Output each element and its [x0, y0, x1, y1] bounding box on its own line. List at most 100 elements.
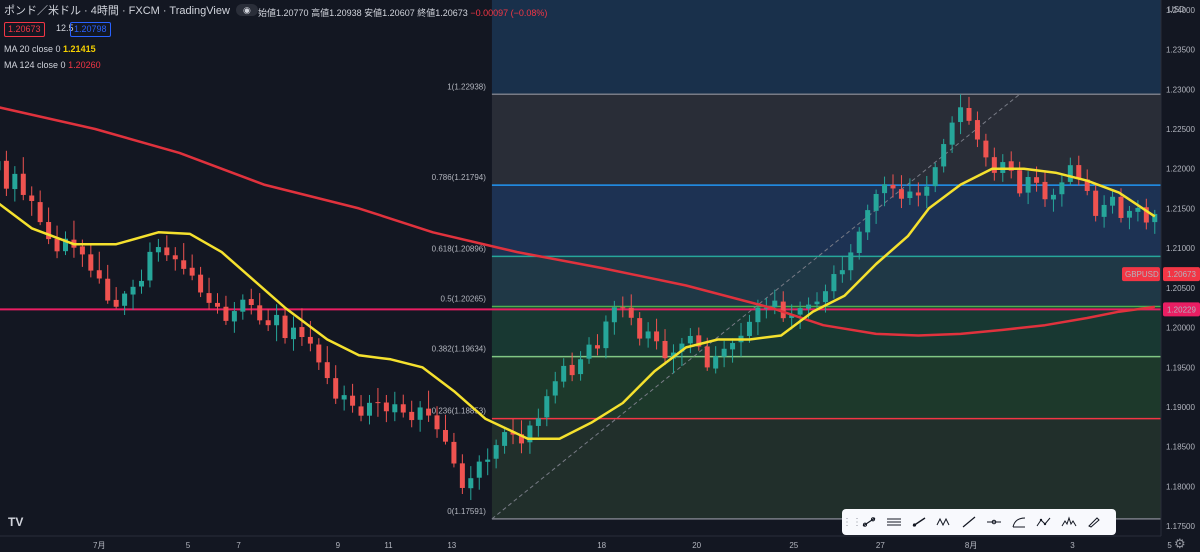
- ma124-label: MA 124 close 0: [4, 60, 66, 70]
- candle-body: [80, 246, 85, 254]
- fib-zone: [492, 94, 1161, 185]
- candle-body: [561, 366, 566, 382]
- candle-body: [114, 300, 119, 307]
- eye-icon[interactable]: ◉: [236, 4, 258, 16]
- low-value: 1.20607: [382, 8, 415, 18]
- sell-quote-button[interactable]: 1.20673: [4, 22, 45, 37]
- candle-body: [1093, 191, 1098, 216]
- candle-body: [384, 403, 389, 412]
- candle-body: [553, 381, 558, 395]
- fib-level-label: 0.786(1.21794): [432, 173, 487, 182]
- trend-line-icon[interactable]: [856, 511, 881, 533]
- y-tick-label: 1.19500: [1166, 363, 1195, 372]
- ma124-value: 1.20260: [68, 60, 101, 70]
- candle-body: [181, 260, 186, 269]
- head-shoulders-icon[interactable]: [1056, 511, 1081, 533]
- candle-body: [494, 445, 499, 459]
- candle-body: [1043, 182, 1048, 199]
- y-tick-label: 1.20000: [1166, 324, 1195, 333]
- x-tick-label: 5: [186, 541, 191, 550]
- candle-body: [967, 108, 972, 121]
- candle-body: [215, 303, 220, 307]
- candle-body: [105, 279, 110, 301]
- fib-zone: [492, 307, 1161, 357]
- candle-body: [705, 346, 710, 367]
- candle-body: [451, 442, 456, 464]
- candle-body: [941, 144, 946, 166]
- candle-body: [283, 316, 288, 338]
- drag-handle-icon[interactable]: ⋮⋮: [842, 517, 856, 528]
- candle-body: [806, 305, 811, 309]
- candle-body: [240, 300, 245, 312]
- candle-body: [299, 327, 304, 337]
- ma124-legend[interactable]: MA 124 close 0 1.20260: [4, 60, 101, 70]
- candle-body: [257, 305, 262, 320]
- candle-body: [401, 404, 406, 412]
- candle-body: [375, 402, 380, 403]
- pattern-icon[interactable]: [931, 511, 956, 533]
- candle-body: [620, 307, 625, 308]
- candle-body: [587, 345, 592, 359]
- y-tick-label: 1.17500: [1166, 522, 1195, 531]
- candle-body: [831, 274, 836, 291]
- candle-body: [485, 460, 490, 462]
- buy-quote-button[interactable]: 1.20798: [70, 22, 111, 37]
- candle-body: [1068, 165, 1073, 182]
- candle-body: [249, 299, 254, 305]
- candle-body: [570, 365, 575, 375]
- change-value: −0.00097 (−0.08%): [470, 8, 547, 18]
- candle-body: [840, 270, 845, 274]
- candle-body: [468, 478, 473, 488]
- y-tick-label: 1.19000: [1166, 403, 1195, 412]
- candle-body: [88, 254, 93, 270]
- candle-body: [131, 287, 136, 295]
- candle-body: [1127, 211, 1132, 218]
- candle-body: [164, 247, 169, 255]
- candle-body: [173, 255, 178, 259]
- y-tick-label: 1.20500: [1166, 284, 1195, 293]
- candle-body: [688, 336, 693, 343]
- ray-icon[interactable]: [906, 511, 931, 533]
- zigzag-icon[interactable]: [1031, 511, 1056, 533]
- fib-level-label: 0.382(1.19634): [432, 345, 487, 354]
- high-value: 1.20938: [329, 8, 362, 18]
- candle-body: [933, 167, 938, 186]
- parallel-channel-icon[interactable]: [881, 511, 906, 533]
- fib-icon[interactable]: [1006, 511, 1031, 533]
- x-tick-label: 7月: [93, 541, 105, 550]
- candle-body: [55, 239, 60, 252]
- symbol-title[interactable]: ポンド／米ドル · 4時間 · FXCM · TradingView: [4, 2, 230, 18]
- y-tick-label: 1.24000: [1166, 6, 1195, 15]
- candle-body: [747, 322, 752, 336]
- candle-body: [713, 356, 718, 368]
- brush-icon[interactable]: [1081, 511, 1106, 533]
- line-icon[interactable]: [956, 511, 981, 533]
- fib-zone-upper: [492, 0, 1161, 94]
- x-tick-label: 20: [692, 541, 701, 550]
- fib-level-label: 0(1.17591): [447, 507, 486, 516]
- open-label: 始値: [258, 8, 276, 18]
- candle-body: [637, 318, 642, 338]
- candle-body: [147, 252, 152, 281]
- candle-body: [730, 343, 735, 349]
- fib-zone: [492, 419, 1161, 519]
- candle-body: [772, 301, 777, 308]
- gear-icon[interactable]: ⚙: [1174, 536, 1186, 552]
- y-tick-label: 1.18500: [1166, 443, 1195, 452]
- tradingview-logo[interactable]: TV: [8, 515, 23, 529]
- candle-body: [1110, 197, 1115, 206]
- x-tick-label: 13: [447, 541, 456, 550]
- x-tick-label: 8月: [965, 541, 977, 550]
- candle-body: [975, 120, 980, 139]
- candle-body: [595, 345, 600, 348]
- y-tick-label: 1.21500: [1166, 204, 1195, 213]
- fib-zone: [492, 185, 1161, 256]
- horizontal-line-icon[interactable]: [981, 511, 1006, 533]
- candle-body: [156, 247, 161, 252]
- ma20-legend[interactable]: MA 20 close 0 1.21415: [4, 44, 96, 54]
- candle-body: [815, 302, 820, 305]
- candle-body: [139, 281, 144, 287]
- candle-body: [38, 202, 43, 222]
- candle-body: [983, 141, 988, 158]
